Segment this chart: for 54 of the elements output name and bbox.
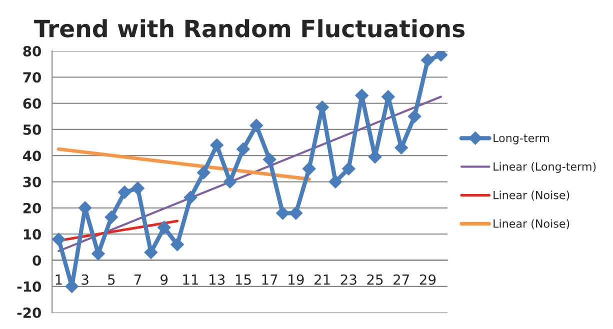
point — [197, 166, 210, 180]
x-tick-label: 27 — [394, 274, 410, 285]
point — [289, 206, 303, 220]
legend-label: Long-term — [494, 134, 549, 144]
point — [276, 206, 290, 220]
y-tick-label: 80 — [23, 46, 42, 56]
x-tick-label: 3 — [82, 274, 88, 285]
point — [262, 152, 276, 166]
y-tick-label: 10 — [24, 229, 42, 240]
x-tick-label: 29 — [420, 274, 436, 285]
point — [302, 162, 316, 176]
x-tick-label: 15 — [236, 274, 251, 285]
x-tick-label: 13 — [210, 274, 225, 285]
chart-title: Trend with Random Fluctuations — [34, 19, 465, 38]
x-tick-label: 21 — [314, 274, 330, 285]
point — [158, 220, 171, 234]
x-tick-label: 25 — [367, 274, 383, 285]
point — [131, 182, 144, 195]
point — [250, 118, 263, 132]
y-tick-label: 30 — [23, 176, 42, 188]
point — [52, 232, 66, 246]
point — [210, 138, 224, 152]
y-tick-label: 60 — [23, 98, 42, 109]
y-tick-label: -20 — [17, 308, 42, 318]
point — [342, 162, 356, 176]
x-tick-label: 5 — [108, 274, 115, 285]
x-tick-label: 23 — [340, 274, 356, 285]
point — [118, 186, 132, 199]
y-tick-label: 50 — [23, 124, 42, 135]
x-tick-label: 7 — [134, 274, 142, 285]
y-tick-label: 0 — [32, 255, 42, 266]
x-tick-label: 19 — [288, 274, 304, 285]
legend-label: Linear (Long-term) — [494, 162, 596, 173]
point — [184, 190, 198, 204]
legend-label: Linear (Noise) — [494, 219, 570, 230]
legend-label: Linear (Noise) — [494, 190, 570, 201]
point — [434, 50, 448, 62]
point — [170, 238, 184, 252]
y-tick-label: 20 — [23, 202, 42, 214]
point — [236, 142, 250, 156]
y-tick-label: -10 — [17, 281, 42, 292]
x-tick-label: 17 — [262, 274, 278, 285]
point — [328, 175, 342, 188]
point — [144, 246, 158, 259]
point — [104, 210, 118, 224]
x-tick-label: 1 — [56, 274, 62, 285]
y-tick-label: 70 — [23, 72, 42, 83]
point — [223, 175, 237, 188]
point — [421, 54, 434, 67]
x-tick-label: 9 — [160, 274, 168, 285]
y-tick-label: 40 — [22, 150, 42, 162]
point — [408, 110, 422, 123]
point — [394, 141, 408, 154]
x-tick-label: 11 — [183, 274, 198, 285]
